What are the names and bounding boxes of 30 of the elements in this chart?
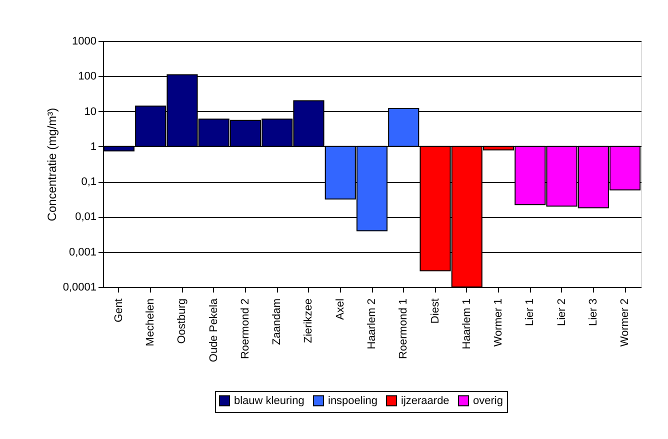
y-tick-label: 0,0001 — [62, 282, 96, 294]
x-tick-label: Wormer 1 — [492, 298, 505, 347]
x-tick-label: Haarlem 2 — [366, 298, 378, 350]
legend-label: inspoeling — [328, 394, 378, 407]
x-tick-label: Oostburg — [176, 298, 188, 344]
y-axis-title: Concentratie (mg/m³) — [44, 108, 59, 222]
y-tick-label: 1000 — [72, 36, 96, 48]
legend-label: ijzeraarde — [401, 394, 450, 407]
x-tick-label: Axel — [334, 298, 346, 320]
x-tick-label: Roermond 2 — [239, 298, 252, 360]
legend-label: overig — [473, 394, 503, 407]
x-tick-label: Mechelen — [144, 298, 157, 346]
x-tick-label: Zaandam — [271, 298, 284, 345]
y-tick-label: 0,01 — [75, 211, 96, 224]
y-tick-label: 0,1 — [81, 176, 96, 188]
x-tick-label: Lier 2 — [556, 298, 568, 326]
x-tick-label: Lier 3 — [587, 298, 600, 326]
x-tick-label: Roermond 1 — [398, 298, 410, 360]
x-tick-label: Wormer 2 — [619, 298, 632, 347]
x-tick-label: Zierikzee — [302, 298, 315, 344]
x-tick-label: Lier 1 — [524, 298, 536, 326]
x-tick-label: Haarlem 1 — [460, 298, 473, 350]
legend-label: blauw kleuring — [234, 394, 304, 407]
y-tick-label: 0,001 — [68, 246, 96, 258]
x-tick-label: Gent — [112, 298, 125, 322]
x-tick-label: Diest — [429, 298, 442, 324]
y-tick-label: 100 — [78, 70, 96, 83]
y-tick-label: 1 — [90, 140, 96, 153]
x-tick-label: Oude Pekela — [208, 298, 220, 362]
y-tick-label: 10 — [84, 106, 96, 118]
